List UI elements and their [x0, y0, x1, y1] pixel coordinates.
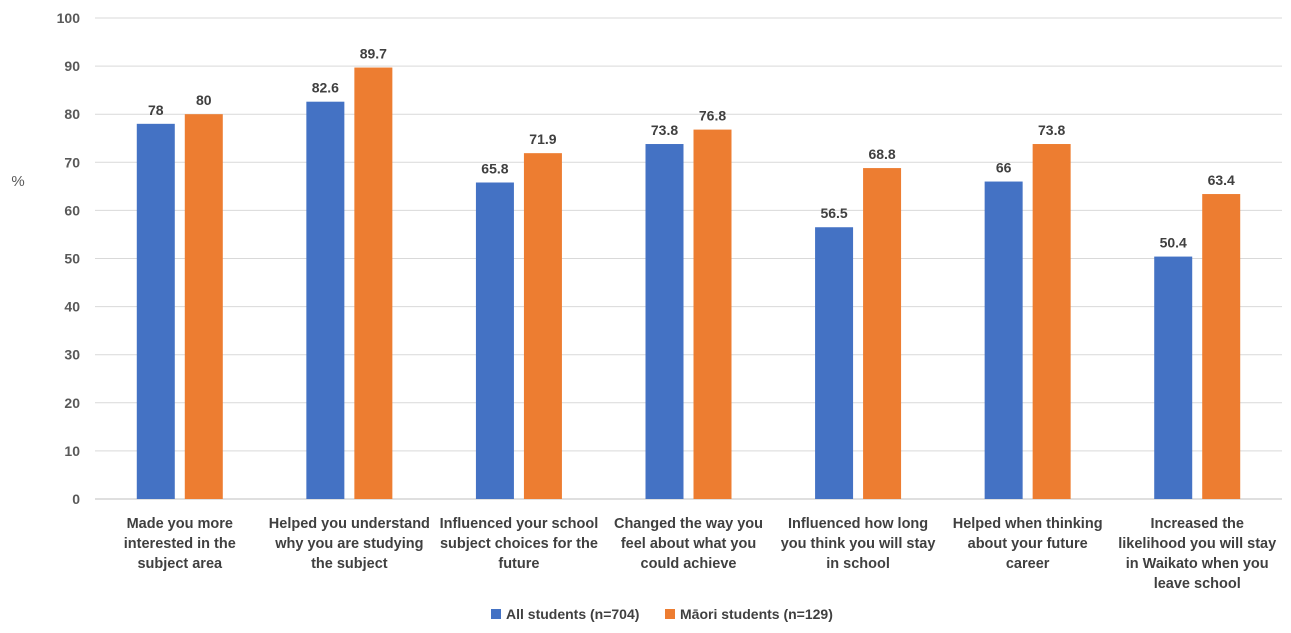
data-label: 82.6: [312, 80, 339, 96]
y-tick-label: 40: [64, 299, 80, 315]
bar-maori-students: [354, 67, 393, 499]
bar-maori-students: [1032, 144, 1071, 499]
x-category-label-line: Increased the: [1150, 516, 1244, 532]
x-category-label-line: feel about what you: [621, 536, 756, 552]
bar-maori-students: [693, 129, 732, 500]
x-category-label: Influenced how long you think you will st…: [781, 516, 936, 572]
data-label: 66: [996, 160, 1012, 176]
x-category-label: Influenced your school subject choices fo…: [440, 516, 599, 572]
bar-all-students: [136, 123, 175, 499]
x-category-label-line: about your future: [968, 536, 1088, 552]
x-axis-categories: Made you more interested in the subject ar…: [124, 516, 1276, 592]
bar-maori-students: [523, 153, 562, 499]
data-label: 65.8: [481, 161, 508, 177]
x-category-label-line: future: [498, 556, 539, 572]
legend-label: Māori students (n=129): [680, 606, 833, 622]
data-label: 80: [196, 92, 212, 108]
x-category-label-line: Changed the way you: [614, 516, 763, 532]
x-category-label-line: why you are studying: [274, 536, 423, 552]
bar-all-students: [475, 182, 514, 499]
y-tick-label: 80: [64, 106, 80, 122]
x-category-label-line: leave school: [1154, 576, 1241, 592]
x-category-label-line: subject area: [137, 556, 223, 572]
data-label: 50.4: [1160, 235, 1187, 251]
data-label: 78: [148, 102, 164, 118]
legend-swatch: [665, 609, 675, 619]
x-category-label-line: Influenced how long: [788, 516, 928, 532]
y-axis-label: %: [11, 173, 24, 190]
x-category-label-line: could achieve: [641, 556, 737, 572]
x-category-label: Made you more interested in the subject ar…: [124, 516, 236, 572]
y-tick-label: 60: [64, 202, 80, 218]
x-category-label-line: likelihood you will stay: [1118, 536, 1276, 552]
data-labels: 78 80 82.6 89.7 65.8 71.9 73.8 76.8 56.5 68.8 66 73…: [148, 46, 1235, 251]
legend: All students (n=704) Māori students (n=12…: [491, 606, 833, 622]
bar-maori-students: [184, 114, 223, 499]
y-tick-label: 100: [57, 10, 81, 26]
legend-label: All students (n=704): [506, 606, 639, 622]
x-category-label: Helped when thinking about your future car…: [953, 516, 1103, 572]
bar-all-students: [815, 227, 854, 500]
x-category-label-line: career: [1006, 556, 1050, 572]
x-category-label-line: Helped you understand: [269, 516, 430, 532]
y-tick-label: 30: [64, 347, 80, 363]
y-tick-label: 90: [64, 58, 80, 74]
x-category-label-line: subject choices for the: [440, 536, 598, 552]
x-category-label-line: Influenced your school: [440, 516, 599, 532]
data-label: 71.9: [529, 131, 556, 147]
x-category-label-line: the subject: [311, 556, 388, 572]
gridlines: [95, 17, 1282, 500]
data-label: 73.8: [1038, 122, 1065, 138]
y-tick-label: 10: [64, 443, 80, 459]
y-axis: % 0 10 20 30 40 50 60 70 80 90 100: [11, 10, 80, 507]
x-category-label-line: Made you more: [127, 516, 233, 532]
y-tick-label: 70: [64, 154, 80, 170]
data-label: 63.4: [1208, 172, 1235, 188]
y-tick-label: 50: [64, 251, 80, 267]
x-category-label-line: you think you will stay: [781, 536, 936, 552]
data-label: 76.8: [699, 108, 726, 124]
x-category-label: Increased the likelihood you will stay in …: [1118, 516, 1276, 592]
data-label: 89.7: [360, 46, 387, 62]
bar-all-students: [306, 101, 345, 499]
bar-maori-students: [1202, 194, 1241, 499]
bar-all-students: [984, 181, 1023, 500]
bar-maori-students: [863, 168, 902, 499]
x-category-label-line: Helped when thinking: [953, 516, 1103, 532]
bars: [136, 67, 1241, 500]
y-tick-label: 20: [64, 395, 80, 411]
data-label: 73.8: [651, 122, 678, 138]
x-category-label-line: interested in the: [124, 536, 236, 552]
x-category-label: Helped you understand why you are studyin…: [269, 516, 430, 572]
y-tick-label: 0: [72, 491, 80, 507]
data-label: 56.5: [820, 205, 847, 221]
legend-swatch: [491, 609, 501, 619]
x-category-label-line: in school: [826, 556, 890, 572]
x-category-label: Changed the way you feel about what you co…: [614, 516, 763, 572]
data-label: 68.8: [868, 146, 895, 162]
x-category-label-line: in Waikato when you: [1126, 556, 1269, 572]
bar-all-students: [645, 144, 684, 499]
bar-all-students: [1154, 256, 1193, 499]
